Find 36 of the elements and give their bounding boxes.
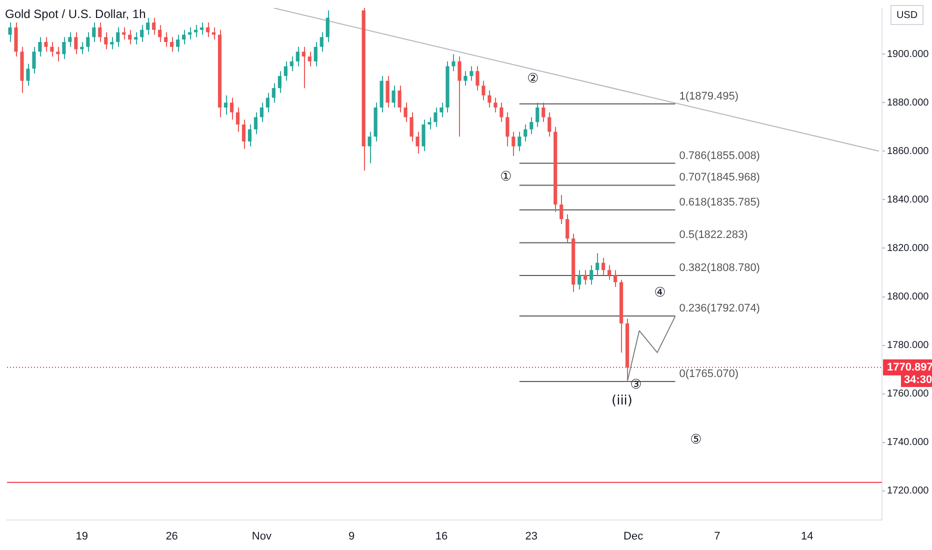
- text: USD: [896, 10, 918, 21]
- chart-title: Gold Spot / U.S. Dollar, 1h: [5, 7, 146, 21]
- x-tick-label: 23: [525, 530, 538, 543]
- series-label: 0.786(1855.008): [679, 150, 760, 162]
- series-label: 0.5(1822.283): [679, 229, 748, 242]
- annotation: ③: [630, 377, 642, 392]
- y-tick-label: 1740.000: [887, 437, 930, 448]
- x-tick-label: 9: [348, 530, 355, 543]
- text: 34:30: [904, 374, 932, 386]
- y-tick-label: 1900.000: [887, 48, 930, 60]
- annotation: ②: [527, 71, 539, 86]
- x-tick-label: 16: [435, 530, 448, 543]
- annotation: ⑤: [690, 432, 702, 448]
- series-label: 0.382(1808.780): [679, 262, 760, 274]
- y-tick-label: 1880.000: [887, 97, 930, 108]
- series-label: 1(1879.495): [679, 90, 739, 102]
- x-tick-label: 26: [166, 530, 178, 543]
- series-label: 0(1765.070): [679, 368, 739, 380]
- y-tick-label: 1760.000: [887, 388, 930, 400]
- annotation: (iii): [612, 393, 632, 408]
- x-tick-label: 7: [714, 530, 720, 543]
- series-label: 0.236(1792.074): [679, 302, 760, 315]
- y-tick-label: 1820.000: [887, 242, 930, 254]
- x-tick-label: 14: [800, 530, 814, 543]
- y-tick-label: 1860.000: [887, 146, 930, 157]
- annotation: ④: [654, 285, 666, 300]
- y-tick-label: 1840.000: [887, 194, 930, 206]
- x-tick-label: Nov: [252, 530, 272, 543]
- series-label: 0.618(1835.785): [679, 196, 760, 208]
- y-tick-label: 1800.000: [887, 292, 930, 303]
- x-tick-label: Dec: [624, 530, 644, 543]
- series-label: 0.707(1845.968): [679, 172, 760, 184]
- y-tick-label: 1780.000: [887, 340, 930, 352]
- annotation: ①: [500, 169, 512, 184]
- x-tick-label: 19: [76, 530, 88, 543]
- y-tick-label: 1720.000: [887, 486, 930, 497]
